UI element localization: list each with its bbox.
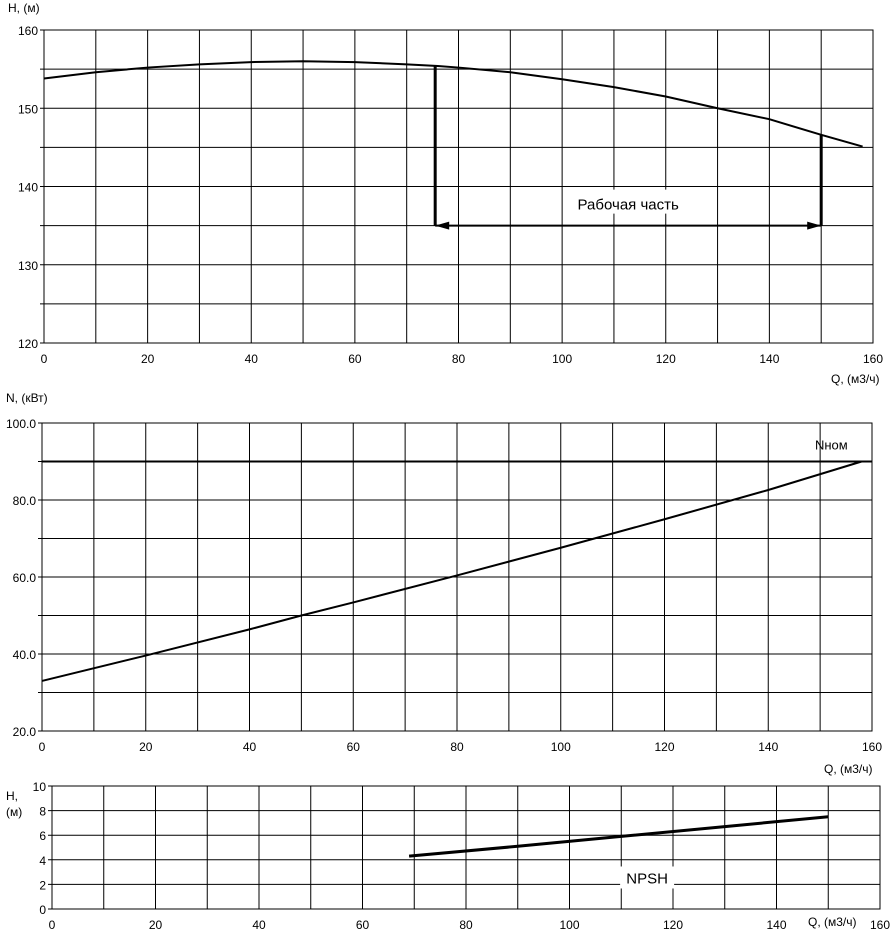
x-axis-label: Q, (м3/ч) (808, 915, 857, 929)
x-tick-label: 40 (245, 352, 259, 366)
x-tick-label: 60 (356, 918, 370, 932)
x-tick-label: 100 (551, 740, 571, 754)
y-tick-label: 20.0 (13, 725, 37, 739)
y-tick-label: 60.0 (13, 571, 37, 585)
y-tick-label: 4 (39, 854, 46, 868)
y-tick-label: 140 (18, 181, 38, 195)
x-tick-label: 40 (243, 740, 257, 754)
y-axis-label: H, (м) (8, 1, 40, 15)
x-tick-label: 160 (863, 352, 883, 366)
x-tick-label: 0 (49, 918, 56, 932)
y-tick-label: 100.0 (6, 417, 36, 431)
x-axis-label: Q, (м3/ч) (831, 372, 880, 386)
x-tick-label: 140 (758, 740, 778, 754)
x-tick-label: 80 (450, 740, 464, 754)
working-range-label-background (566, 189, 691, 214)
x-tick-label: 0 (39, 740, 46, 754)
x-tick-label: 60 (347, 740, 361, 754)
x-tick-label: 80 (452, 352, 466, 366)
series-line (408, 815, 829, 858)
series-line (41, 460, 862, 682)
x-tick-label: 160 (870, 918, 890, 932)
y-tick-label: 120 (18, 337, 38, 351)
x-tick-label: 100 (552, 352, 572, 366)
arrowhead-right (807, 221, 822, 230)
y-tick-label: 80.0 (13, 494, 37, 508)
x-tick-label: 20 (139, 740, 153, 754)
y-axis-label: H, (6, 789, 18, 803)
y-tick-label: 0 (39, 903, 46, 917)
y-tick-label: 130 (18, 259, 38, 273)
working-range-label: Рабочая часть (578, 197, 679, 214)
x-tick-label: 120 (663, 918, 683, 932)
x-tick-label: 0 (41, 352, 48, 366)
x-tick-label: 80 (459, 918, 473, 932)
series-line (43, 60, 863, 148)
y-axis-label: (м) (6, 805, 22, 819)
arrowhead-left (435, 221, 450, 230)
y-tick-label: 40.0 (13, 648, 37, 662)
plot-frame (41, 422, 873, 732)
x-tick-label: 160 (862, 740, 882, 754)
x-tick-label: 140 (759, 352, 779, 366)
x-tick-label: 40 (252, 918, 266, 932)
plot-frame (51, 785, 881, 910)
y-tick-label: 150 (18, 102, 38, 116)
series-label: NPSH (626, 870, 668, 887)
x-tick-label: 20 (141, 352, 155, 366)
y-tick-label: 2 (39, 878, 46, 892)
x-tick-label: 120 (654, 740, 674, 754)
y-tick-label: 6 (39, 829, 46, 843)
y-tick-label: 10 (33, 780, 47, 794)
x-tick-label: 120 (656, 352, 676, 366)
x-tick-label: 100 (559, 918, 579, 932)
x-tick-label: 60 (348, 352, 362, 366)
x-tick-label: 20 (149, 918, 163, 932)
nominal-power-label: Nном (815, 438, 848, 453)
x-axis-label: Q, (м3/ч) (824, 762, 873, 776)
x-tick-label: 140 (766, 918, 786, 932)
y-tick-label: 8 (39, 805, 46, 819)
plot-frame (43, 29, 874, 344)
y-tick-label: 160 (18, 24, 38, 38)
y-axis-label: N, (кВт) (6, 391, 48, 405)
series-label-background (620, 866, 675, 889)
